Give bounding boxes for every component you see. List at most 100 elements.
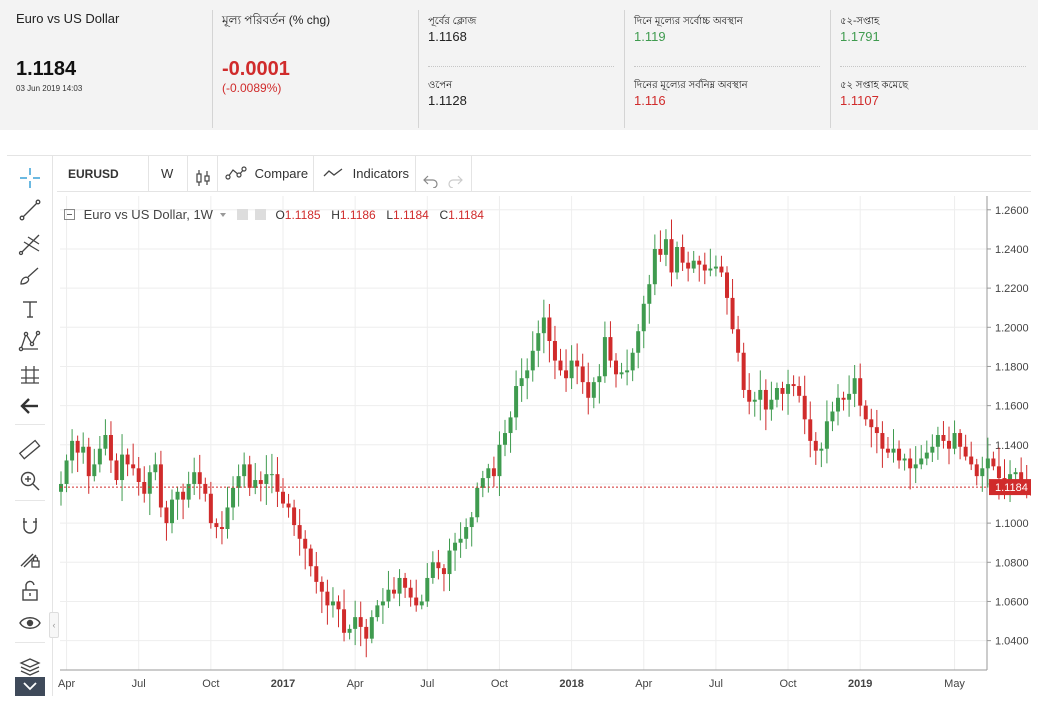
compare-label: Compare [254,166,309,181]
toolbar-expand-button[interactable] [15,677,45,696]
x-axis-tick-label: May [944,678,965,690]
candle-body [158,464,163,508]
arrow-left-icon[interactable] [18,394,42,418]
candle-body [541,317,546,334]
candle-body [403,577,408,588]
candle-body [264,474,269,484]
candle-body [830,411,835,422]
y-axis-tick-label: 1.2400 [995,244,1029,256]
candle-body [1013,472,1018,475]
symbol-search-button[interactable]: EURUSD [68,167,119,181]
candle-body [236,476,241,488]
candle-body [153,464,158,473]
candle-body [519,378,524,387]
pattern-icon[interactable] [18,329,42,353]
series-menu-icon[interactable] [219,212,226,217]
series-legend: Euro vs US Dollar, 1W O1.1185 H1.1186 L1… [64,206,484,224]
x-axis-tick-label: Oct [202,678,219,690]
eye-icon[interactable] [18,611,42,635]
dotted-separator [634,66,820,67]
layers-icon[interactable] [18,654,42,678]
compare-icon [225,166,247,180]
magnet-icon[interactable] [18,514,42,538]
candle-body [763,389,768,410]
candle-body [791,384,796,387]
toolbar-divider [415,156,416,192]
candle-body [508,417,513,434]
prev-close-value: 1.1168 [428,29,467,44]
candle-body [503,433,507,445]
candle-body [192,472,197,484]
x-axis-tick-label: 2019 [848,678,872,690]
candle-body [813,440,818,451]
compare-button[interactable]: Compare [225,156,308,192]
divider [830,10,831,128]
quote-panel: Euro vs US Dollar 1.1184 03 Jun 2019 14:… [0,0,1038,130]
candle-body [985,458,990,469]
candle-body [486,468,491,479]
price-chart[interactable]: 1.04001.06001.08001.10001.12001.14001.16… [57,196,1031,696]
candle-body [980,468,985,477]
candle-body [347,628,352,633]
dotted-separator [428,66,614,67]
prediction-icon[interactable] [18,362,42,386]
candle-body [919,458,924,465]
ruler-icon[interactable] [18,438,42,462]
lock-drawing-icon[interactable] [18,546,42,570]
text-icon[interactable] [18,297,42,321]
ohlc-close-value: 1.1184 [448,207,484,222]
candle-body [375,605,380,618]
brush-icon[interactable] [18,264,42,288]
candle-body [769,399,774,410]
candle-body [269,474,274,476]
candle-body [81,446,86,453]
candle-body [120,454,125,481]
candle-body [86,446,91,477]
candle-body [358,617,363,627]
candle-body [819,448,824,451]
candle-body [758,389,763,400]
trend-line-icon[interactable] [18,198,42,222]
redo-icon[interactable] [447,166,463,189]
candle-body [691,260,696,269]
undo-icon[interactable] [423,166,439,189]
divider [212,10,213,128]
pitchfork-icon[interactable] [18,232,42,256]
series-visibility-icon[interactable] [237,209,249,221]
candlestick-style-icon[interactable] [195,165,211,186]
y-axis-tick-label: 1.2000 [995,322,1029,334]
candle-body [969,456,974,465]
candle-body [708,268,713,271]
dotted-separator [840,66,1026,67]
toolbar-divider [187,156,188,192]
candle-body [286,503,291,508]
interval-button[interactable]: W [161,166,174,181]
x-axis-tick-label: 2017 [271,678,295,690]
candle-body [641,303,646,332]
zoom-in-icon[interactable] [18,469,42,493]
series-settings-icon[interactable] [254,209,266,221]
crosshair-icon[interactable] [18,166,42,190]
candle-body [136,468,141,482]
indicators-button[interactable]: Indicators [323,156,409,192]
collapse-toolbar-handle[interactable]: ‹ [49,612,59,638]
unlock-icon[interactable] [18,579,42,603]
candle-body [430,562,435,578]
indicators-icon [323,168,343,177]
candle-body [281,491,285,504]
price-change: -0.0001 [222,58,290,80]
candle-body [253,480,258,488]
candle-body [908,458,913,469]
candle-body [774,388,779,400]
candle-body [730,297,735,330]
candle-body [469,517,474,528]
chevron-down-icon [23,682,37,691]
candle-body [913,464,918,469]
candle-body [436,562,441,569]
collapse-legend-button[interactable] [64,209,75,221]
week52-high-value: 1.1791 [840,29,880,44]
candle-body [147,472,152,494]
toolbar-divider [15,424,45,425]
candle-body [364,626,369,639]
candle-body [64,460,69,484]
